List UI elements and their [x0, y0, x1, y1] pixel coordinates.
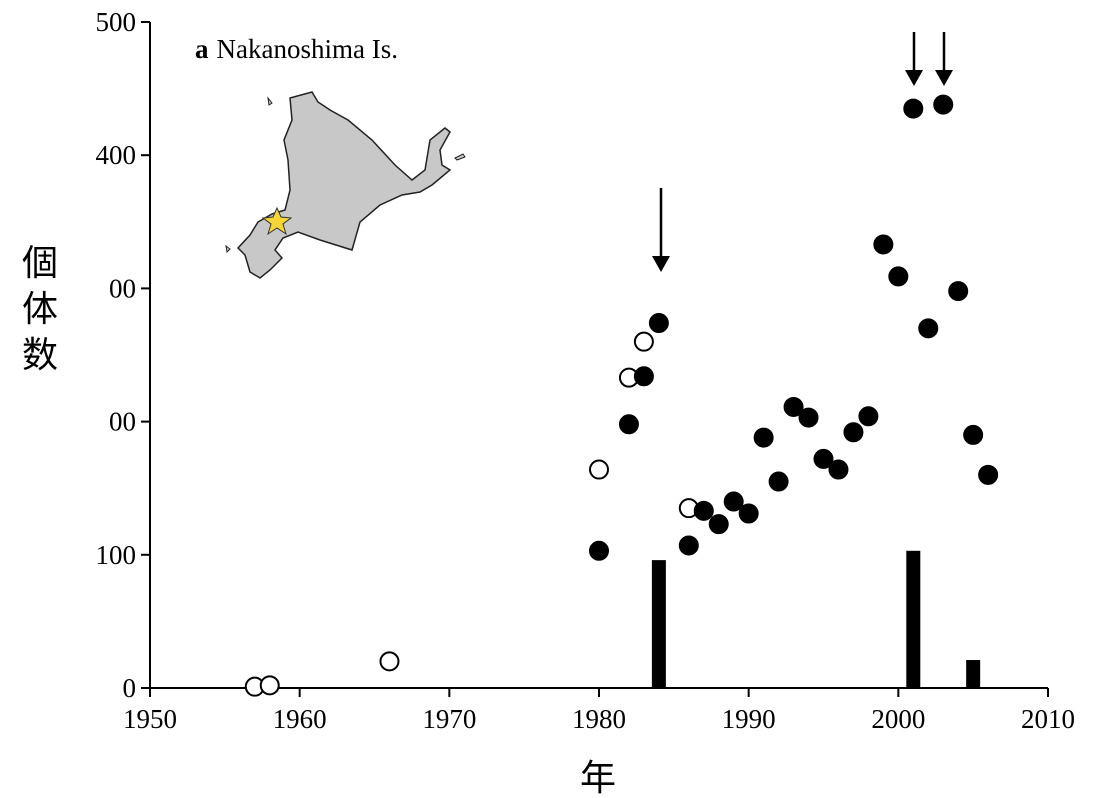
filled-point [798, 407, 819, 428]
x-tick-label: 1980 [572, 704, 626, 734]
y-axis-label: 個体数 [22, 243, 58, 376]
filled-point [648, 313, 669, 334]
filled-point [783, 396, 804, 417]
y-tick-label: 00 [109, 273, 136, 303]
x-tick-label: 2010 [1021, 704, 1075, 734]
chart-title: a Nakanoshima Is. [195, 34, 398, 64]
filled-point [963, 424, 984, 445]
open-point [633, 331, 654, 352]
filled-point [888, 266, 909, 287]
x-tick-label: 2000 [871, 704, 925, 734]
bar [651, 560, 666, 688]
map-star [261, 206, 293, 236]
filled-point [738, 503, 759, 524]
x-tick-label: 1960 [273, 704, 327, 734]
filled-point [753, 427, 774, 448]
filled-point [723, 491, 744, 512]
filled-point [708, 514, 729, 535]
y-tick-label: 500 [96, 7, 137, 37]
filled-point [828, 459, 849, 480]
filled-point [633, 366, 654, 387]
arrow-head [935, 70, 953, 86]
arrow-head [652, 256, 670, 272]
x-tick-label: 1990 [722, 704, 776, 734]
filled-point [948, 281, 969, 302]
filled-point [918, 318, 939, 339]
map-inset [225, 91, 466, 279]
filled-point [873, 234, 894, 255]
y-tick-label: 100 [96, 540, 137, 570]
map-islets [225, 96, 466, 254]
open-point [589, 459, 609, 480]
filled-point [589, 540, 609, 561]
open-point [259, 675, 280, 696]
filled-point [813, 448, 834, 469]
filled-point [618, 414, 639, 435]
panel-label: a [195, 34, 209, 64]
arrows [652, 32, 953, 272]
ylabel-bg [14, 236, 70, 378]
bar [906, 550, 921, 688]
title-text: Nakanoshima Is. [217, 34, 398, 64]
y-tick-label: 00 [109, 407, 136, 437]
plot: 0 100 00 00 400 500 1950 1960 1970 1980 1990 2000 20… [96, 7, 1076, 734]
arrow-head [905, 70, 923, 86]
x-tick-label: 1970 [422, 704, 476, 734]
y-label-char: 体 [22, 289, 58, 330]
x-tick-label: 1950 [123, 704, 177, 734]
y-tick-label: 0 [123, 673, 137, 703]
filled-point [768, 471, 789, 492]
y-label-char: 個 [22, 243, 58, 284]
map-island [236, 91, 452, 279]
y-tick-label: 400 [96, 140, 137, 170]
filled-point [693, 500, 714, 521]
filled-point [858, 406, 879, 427]
filled-point [978, 464, 999, 485]
filled-point [933, 94, 954, 115]
filled-point [843, 422, 864, 443]
filled-point [903, 98, 924, 119]
x-axis-label: 年 [580, 758, 616, 798]
open-point [379, 651, 400, 672]
filled-point [678, 535, 699, 556]
y-label-char: 数 [22, 335, 58, 376]
bar [966, 660, 981, 688]
